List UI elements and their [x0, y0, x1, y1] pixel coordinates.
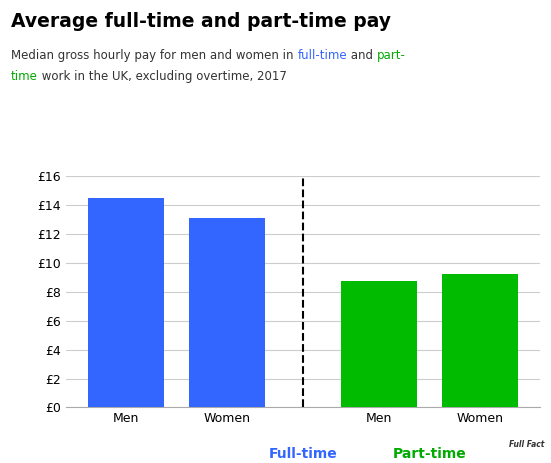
Text: Average full-time and part-time pay: Average full-time and part-time pay [11, 12, 391, 31]
Text: Median gross hourly pay for men and women in: Median gross hourly pay for men and wome… [11, 49, 298, 62]
Bar [88, 198, 164, 407]
Polygon shape [504, 421, 551, 463]
Text: full-time: full-time [298, 49, 347, 62]
Text: Part-time: Part-time [393, 447, 467, 461]
Text: Full-time: Full-time [269, 447, 337, 461]
Bar [442, 274, 518, 407]
Text: Source:: Source: [7, 437, 51, 447]
Text: part-: part- [377, 49, 406, 62]
Text: time: time [11, 70, 38, 83]
Text: Full Fact: Full Fact [509, 440, 544, 449]
Bar [341, 281, 417, 407]
Text: and: and [347, 49, 377, 62]
Text: ONS, Annual Survey of Hours and Earnings 2017, Table 1.6a: ONS, Annual Survey of Hours and Earnings… [46, 437, 363, 447]
Text: work in the UK, excluding overtime, 2017: work in the UK, excluding overtime, 2017 [38, 70, 287, 83]
Bar [189, 218, 265, 407]
